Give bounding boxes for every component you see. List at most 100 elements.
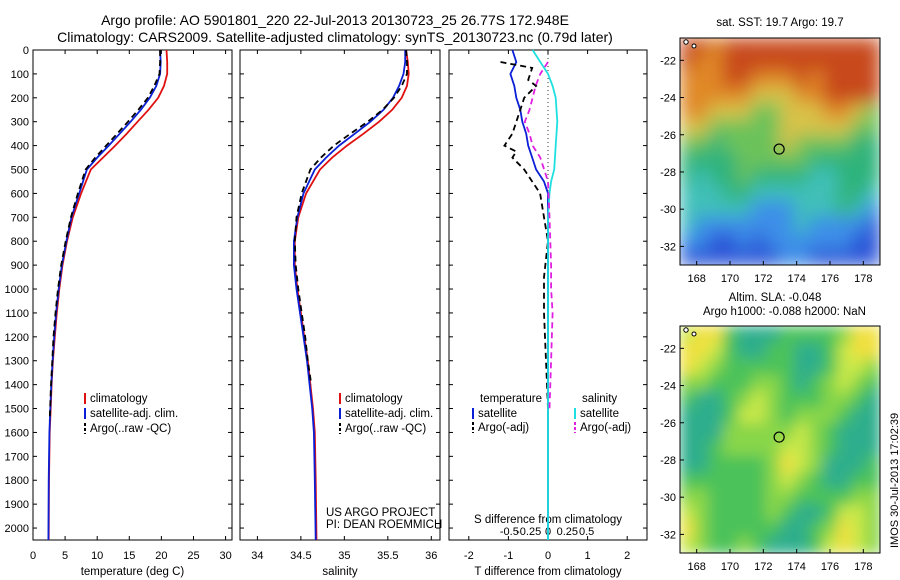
series-line-temperature-satellite [509, 49, 549, 540]
map-y-tick-label: -22 [660, 343, 676, 355]
legend-label: Argo(-adj) [478, 422, 529, 434]
sla-field [680, 326, 880, 553]
map-y-tick-label: -30 [660, 492, 676, 504]
plot-frame [239, 49, 441, 541]
top-tick-label: -0.25 [516, 526, 541, 538]
sla-map-title: Altim. SLA: -0.048 [729, 292, 822, 304]
legend-label: satellite-adj. clim. [90, 408, 178, 420]
project-label: US ARGO PROJECT [326, 507, 435, 519]
y-tick-label: 1600 [5, 427, 29, 439]
y-tick-label: 1700 [5, 451, 29, 463]
x-tick-label: 34.5 [290, 550, 311, 562]
map-y-tick-label: -30 [660, 204, 676, 216]
series-line-satellite-adj-clim- [293, 50, 407, 541]
sst-map: 168 170 172 174 176 178 -22 -24 -26 -28 -30 -32 sat.… [660, 17, 881, 285]
y-tick-label: 1800 [5, 475, 29, 487]
map-x-tick-label: 170 [721, 561, 739, 573]
figure-title-line1: Argo profile: AO 5901801_220 22-Jul-2013… [101, 12, 569, 28]
top-tick-label: 0.25 [557, 526, 578, 538]
y-tick-label: 800 [11, 236, 29, 248]
map-y-tick-label: -32 [660, 529, 676, 541]
x-tick-label: 1 [585, 550, 591, 562]
sst-field [680, 38, 880, 265]
series-line-argo-raw-qc- [293, 49, 408, 385]
map-frame [679, 325, 881, 554]
x-tick-label: -1 [504, 550, 514, 562]
x-tick-label: 2 [624, 550, 630, 562]
x-tick-label: 25 [187, 550, 199, 562]
y-tick-label: 1900 [5, 499, 29, 511]
map-x-tick-label: 176 [821, 561, 839, 573]
x-tick-label: 35.5 [377, 550, 398, 562]
y-tick-label: 200 [11, 93, 29, 105]
map-y-tick-label: -28 [660, 455, 676, 467]
timestamp-label: IMOS 30-Jul-2013 17:02:39 [889, 412, 900, 548]
x-tick-label: 30 [219, 550, 231, 562]
y-tick-label: 2000 [5, 523, 29, 535]
x-tick-label: 10 [91, 550, 103, 562]
series-line-climatology [293, 49, 410, 541]
map-x-tick-label: 178 [854, 273, 872, 285]
figure-title-line2: Climatology: CARS2009. Satellite-adjuste… [57, 29, 613, 45]
legend-label: climatology [90, 393, 148, 405]
difference-profile-chart: -2 -1 0 1 2T difference from climatology -0.5… [448, 49, 648, 578]
series-line-salinity-satellite [531, 49, 559, 540]
x-axis-label: temperature (deg C) [81, 566, 185, 578]
y-tick-label: 900 [11, 260, 29, 272]
map-x-tick-label: 168 [687, 273, 705, 285]
x-tick-label: 5 [62, 550, 68, 562]
x-tick-label: 15 [123, 550, 135, 562]
map-frame [679, 37, 881, 266]
series-line-satellite-adj-clim- [47, 49, 162, 541]
series-line-climatology [47, 49, 169, 541]
y-tick-label: 700 [11, 212, 29, 224]
legend-label: Argo(..raw -QC) [90, 423, 171, 435]
argo-location-marker [773, 431, 785, 443]
y-tick-label: 100 [11, 69, 29, 81]
x-tick-label: 36 [425, 550, 437, 562]
island-glyph [691, 43, 697, 49]
legend-heading-temperature: temperature [480, 393, 542, 405]
y-tick-label: 500 [11, 165, 29, 177]
y-tick-label: 0 [23, 45, 29, 57]
argo-location-marker [773, 143, 785, 155]
sla-map-subtitle: Argo h1000: -0.088 h2000: NaN [703, 306, 866, 318]
map-y-tick-label: -24 [660, 381, 676, 393]
y-tick-label: 300 [11, 117, 29, 129]
top-tick-label: -0.5 [500, 526, 519, 538]
x-axis-label: T difference from climatology [474, 566, 621, 578]
map-x-tick-label: 172 [754, 561, 772, 573]
top-tick-label: 0.5 [579, 526, 594, 538]
series-line-argo-raw-qc- [48, 50, 161, 421]
map-y-tick-label: -26 [660, 418, 676, 430]
legend-heading-salinity: salinity [582, 393, 617, 405]
sla-map: 168 170 172 174 176 178 -22 -24 -26 -28 -30 -32 Alti… [660, 292, 881, 573]
island-glyph [683, 327, 689, 333]
temperature-profile-chart: 0100200300400500600700800900100011001200… [5, 45, 233, 578]
map-x-tick-label: 168 [687, 561, 705, 573]
y-tick-label: 1200 [5, 332, 29, 344]
pi-label: PI: DEAN ROEMMICH [326, 519, 442, 531]
series-line-salinity-argo-adj- [523, 61, 554, 409]
island-glyph [683, 39, 689, 45]
y-tick-label: 1000 [5, 284, 29, 296]
legend-label: climatology [345, 393, 403, 405]
island-glyph [691, 331, 697, 337]
y-tick-label: 1400 [5, 380, 29, 392]
legend-label: satellite [478, 408, 517, 420]
x-tick-label: 20 [155, 550, 167, 562]
map-x-tick-label: 174 [787, 273, 805, 285]
map-y-tick-label: -28 [660, 167, 676, 179]
x-axis-label: salinity [322, 566, 357, 578]
sst-map-title: sat. SST: 19.7 Argo: 19.7 [716, 17, 843, 29]
map-x-tick-label: 174 [787, 561, 805, 573]
x-tick-label: 0 [545, 550, 551, 562]
y-tick-label: 1500 [5, 404, 29, 416]
plot-frame [32, 49, 233, 541]
series-line-temperature-argo-adj- [500, 61, 549, 409]
x-tick-label: -2 [464, 550, 474, 562]
legend-label: Argo(..raw -QC) [345, 423, 426, 435]
y-tick-label: 600 [11, 188, 29, 200]
y-tick-label: 1100 [5, 308, 29, 320]
